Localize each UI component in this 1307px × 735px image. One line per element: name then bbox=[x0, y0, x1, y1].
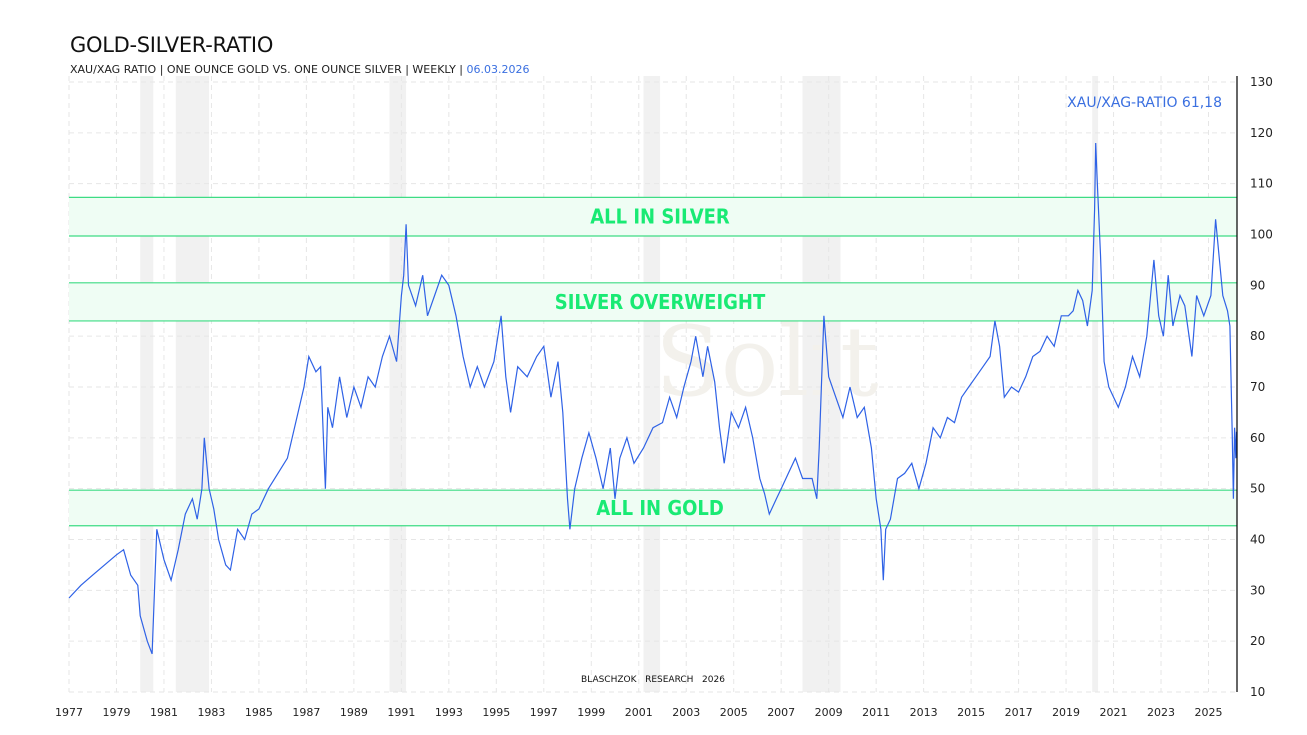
x-tick-label: 1999 bbox=[577, 706, 605, 719]
zone-label: ALL IN GOLD bbox=[596, 496, 724, 520]
x-tick-label: 2005 bbox=[720, 706, 748, 719]
y-tick-label: 100 bbox=[1250, 228, 1273, 242]
y-tick-label: 90 bbox=[1250, 278, 1265, 292]
x-axis-ticks: 1977 1979 1981 1983 1985 1987 1989 1991 1993 1995… bbox=[55, 706, 1223, 719]
y-tick-label: 80 bbox=[1250, 329, 1265, 343]
y-tick-label: 70 bbox=[1250, 380, 1265, 394]
y-tick-label: 40 bbox=[1250, 533, 1265, 547]
x-tick-label: 2015 bbox=[957, 706, 985, 719]
x-tick-label: 2003 bbox=[672, 706, 700, 719]
zones bbox=[69, 196, 1237, 527]
last-value-label: XAU/XAG-RATIO 61,18 bbox=[1067, 95, 1222, 111]
solit-watermark-logo: Solit bbox=[655, 306, 879, 418]
y-tick-label: 10 bbox=[1250, 685, 1265, 699]
grid bbox=[68, 76, 1237, 693]
x-tick-label: 2017 bbox=[1005, 706, 1033, 719]
y-tick-label: 120 bbox=[1250, 126, 1273, 140]
x-tick-label: 1981 bbox=[150, 706, 178, 719]
y-tick-label: 60 bbox=[1250, 431, 1265, 445]
x-tick-label: 2001 bbox=[625, 706, 653, 719]
zone-band bbox=[69, 490, 1237, 526]
chart-title: GOLD-SILVER-RATIO bbox=[70, 33, 274, 57]
x-tick-label: 2019 bbox=[1052, 706, 1080, 719]
y-tick-label: 20 bbox=[1250, 634, 1265, 648]
shaded-period bbox=[389, 76, 407, 692]
x-tick-label: 2013 bbox=[910, 706, 938, 719]
y-tick-label: 30 bbox=[1250, 583, 1265, 597]
zone-label: SILVER OVERWEIGHT bbox=[555, 290, 766, 314]
x-tick-label: 1995 bbox=[482, 706, 510, 719]
shaded-period bbox=[140, 76, 154, 692]
x-tick-label: 1983 bbox=[197, 706, 225, 719]
x-tick-label: 1989 bbox=[340, 706, 368, 719]
shaded-periods bbox=[140, 76, 1099, 692]
y-axis-ticks: 10 20 30 40 50 60 70 80 90 100 110 120 130 bbox=[1250, 75, 1273, 699]
x-tick-label: 2011 bbox=[862, 706, 890, 719]
series-line bbox=[68, 142, 1238, 655]
x-tick-label: 2021 bbox=[1100, 706, 1128, 719]
x-tick-label: 1985 bbox=[245, 706, 273, 719]
y-tick-label: 110 bbox=[1250, 177, 1273, 191]
footer-credit: BLASCHZOK RESEARCH 2026 bbox=[581, 675, 725, 685]
x-tick-label: 1977 bbox=[55, 706, 83, 719]
zone-label: ALL IN SILVER bbox=[590, 205, 730, 229]
x-tick-label: 1979 bbox=[102, 706, 130, 719]
y-tick-label: 50 bbox=[1250, 482, 1265, 496]
subtitle-text: XAU/XAG RATIO | ONE OUNCE GOLD VS. ONE O… bbox=[70, 63, 464, 76]
x-tick-label: 1997 bbox=[530, 706, 558, 719]
x-tick-label: 1991 bbox=[387, 706, 415, 719]
zone-labels: ALL IN SILVER SILVER OVERWEIGHT ALL IN GOL… bbox=[555, 205, 766, 520]
x-tick-label: 2025 bbox=[1195, 706, 1223, 719]
zone-band bbox=[69, 282, 1237, 321]
y-tick-label: 130 bbox=[1250, 75, 1273, 89]
x-tick-label: 2009 bbox=[815, 706, 843, 719]
chart-subtitle: XAU/XAG RATIO | ONE OUNCE GOLD VS. ONE O… bbox=[70, 63, 530, 76]
x-tick-label: 2007 bbox=[767, 706, 795, 719]
shaded-period bbox=[1092, 76, 1099, 692]
shaded-period bbox=[175, 76, 210, 692]
subtitle-date: 06.03.2026 bbox=[466, 63, 530, 76]
x-tick-label: 1987 bbox=[292, 706, 320, 719]
zone-band bbox=[69, 197, 1237, 237]
x-tick-label: 2023 bbox=[1147, 706, 1175, 719]
x-tick-label: 1993 bbox=[435, 706, 463, 719]
